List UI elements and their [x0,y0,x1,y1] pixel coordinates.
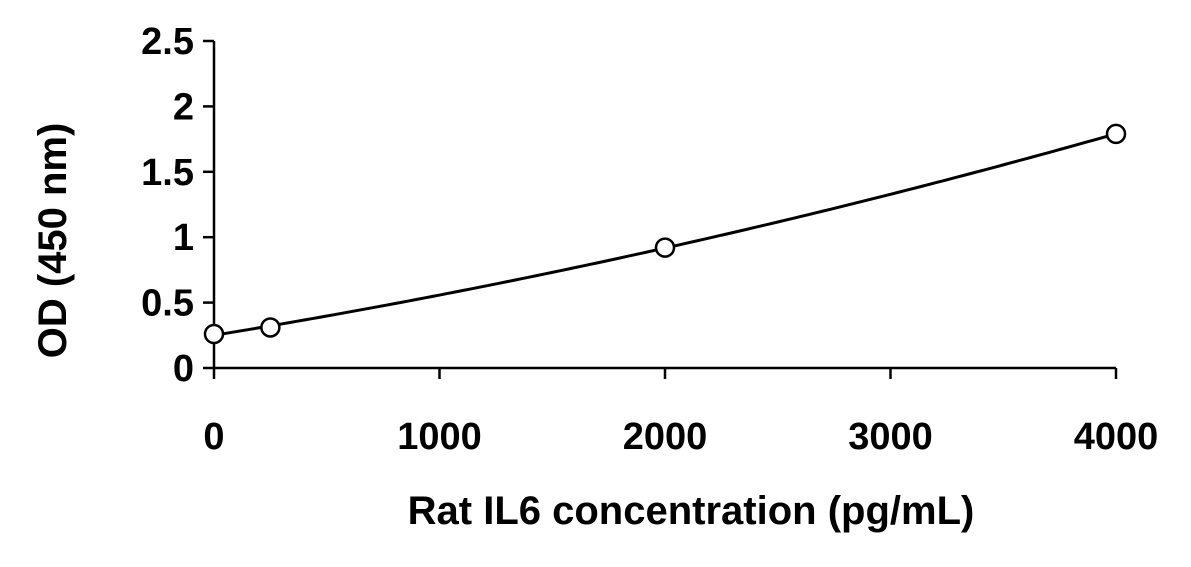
fit-curve-line [213,132,1117,337]
y-tick-label: 0 [173,348,194,390]
data-point-marker [203,323,225,345]
data-point-marker [260,317,281,338]
x-tick-label: 1000 [397,416,482,458]
y-tick-label: 1 [173,217,194,259]
x-axis-title: Rat IL6 concentration (pg/mL) [408,489,975,533]
x-tick-label: 4000 [1074,416,1159,458]
x-tick-label: 0 [203,416,224,458]
y-axis-ticks: 0 0.5 1 1.5 2 2.5 [141,21,214,390]
x-tick-label: 3000 [848,416,933,458]
y-tick-label: 2.5 [141,21,194,63]
y-axis-title: OD (450 nm) [31,123,75,359]
data-point-marker [654,237,676,258]
x-tick-label: 2000 [623,416,708,458]
y-tick-label: 0.5 [141,283,194,325]
series-layer [203,123,1127,345]
x-axis-ticks: 0 1000 2000 3000 4000 [203,368,1158,458]
data-point-marker [1105,123,1127,145]
y-tick-label: 2 [173,86,194,128]
axes [212,41,1116,370]
y-tick-label: 1.5 [141,152,194,194]
